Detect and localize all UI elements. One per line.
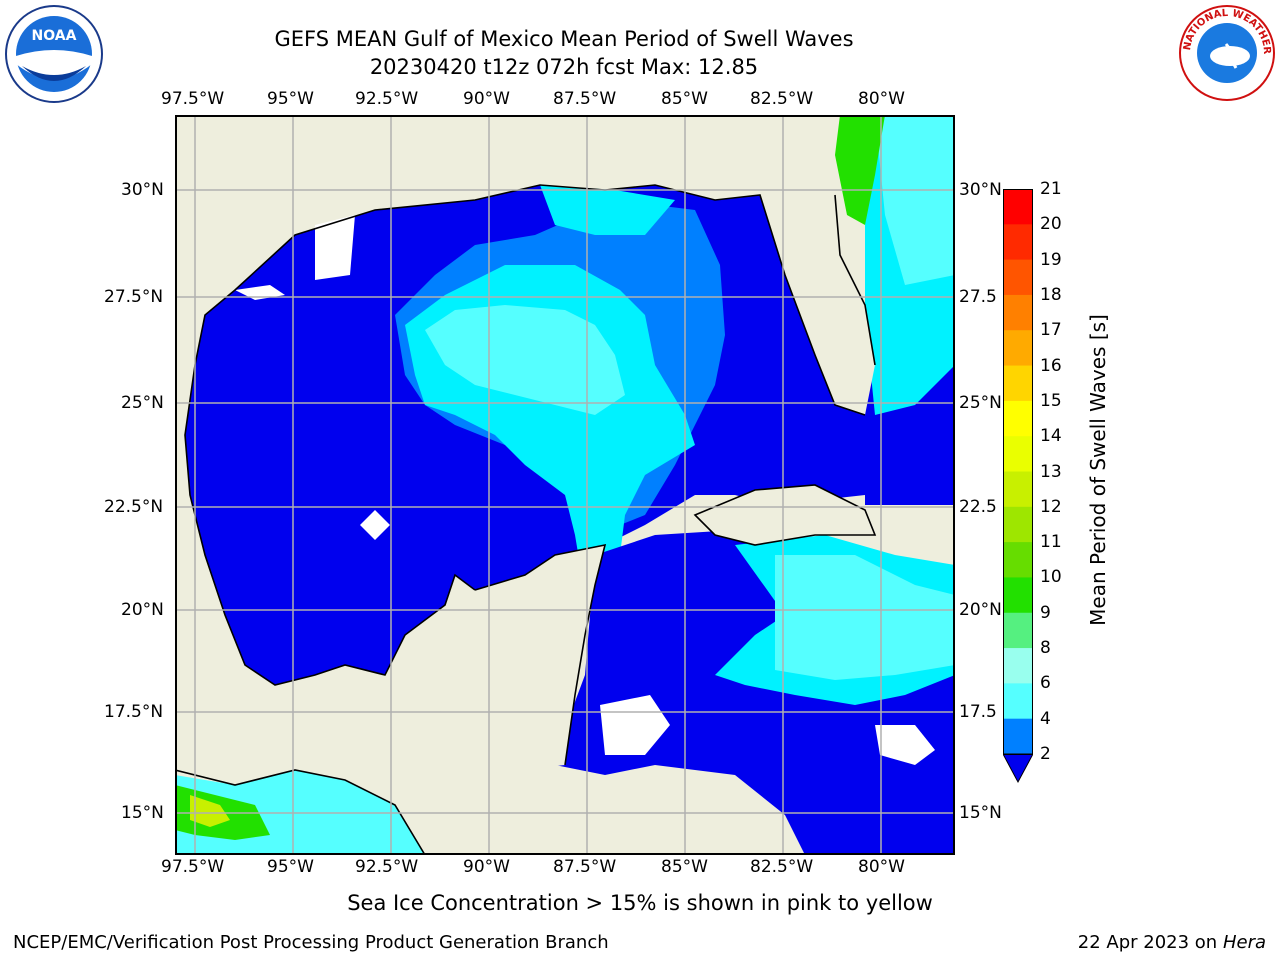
- atlantic-swell-10-11: [835, 115, 885, 225]
- colorbar: [1002, 189, 1034, 784]
- colorbar-ticks: 21 20 19 18 17 16 15 14 13 12 11 10 9 8 6 4 2: [1040, 179, 1100, 779]
- colorbar-tick-label: 8: [1040, 638, 1051, 659]
- lat-label-right: 30°N: [959, 180, 1002, 200]
- yucatan-land: [435, 545, 605, 775]
- florida-land: [760, 195, 875, 415]
- missing-data-3: [360, 510, 390, 540]
- lat-label-left: 25°N: [121, 393, 164, 413]
- footer-date: 22 Apr 2023 on: [1077, 932, 1218, 953]
- lon-label-top: 82.5°W: [750, 89, 814, 109]
- lat-label-left: 27.5°N: [104, 287, 164, 307]
- lon-label-top: 80°W: [858, 89, 905, 109]
- chart-title: GEFS MEAN Gulf of Mexico Mean Period of …: [274, 27, 854, 51]
- colorbar-tick-label: 17: [1040, 320, 1062, 341]
- colorbar-tick-label: 13: [1040, 461, 1062, 482]
- map-frame: [175, 115, 955, 855]
- noaa-logo: NOAA: [4, 4, 104, 104]
- lon-label-bottom: 82.5°W: [750, 857, 814, 877]
- colorbar-swatch: [1003, 471, 1033, 508]
- colorbar-swatch: [1003, 542, 1033, 578]
- colorbar-tick-label: 10: [1040, 567, 1062, 588]
- footer-system: Hera: [1222, 932, 1266, 953]
- lat-label-left: 22.5°N: [104, 497, 164, 517]
- lon-label-bottom: 92.5°W: [355, 857, 419, 877]
- colorbar-tick-label: 12: [1040, 496, 1062, 517]
- colorbar-swatch: [1003, 400, 1033, 437]
- lat-label-left: 20°N: [121, 600, 164, 620]
- ice-note: Sea Ice Concentration > 15% is shown in …: [347, 891, 933, 915]
- lon-label-bottom: 87.5°W: [553, 857, 617, 877]
- footer-timestamp: 22 Apr 2023 on Hera: [1078, 932, 1266, 953]
- colorbar-tick-label: 6: [1040, 673, 1051, 694]
- missing-data-4: [600, 695, 670, 755]
- colorbar-swatch: [1003, 330, 1033, 367]
- lon-label-bottom: 95°W: [267, 857, 314, 877]
- colorbar-tick-label: 21: [1040, 179, 1062, 199]
- lat-label-right: 22.5: [959, 497, 997, 517]
- gridlines: [175, 115, 955, 855]
- colorbar-swatch: [1003, 718, 1033, 755]
- lat-label-left: 30°N: [121, 180, 164, 200]
- lon-label-top: 90°W: [463, 89, 510, 109]
- lat-label-right: 27.5: [959, 287, 997, 307]
- missing-data-5: [875, 725, 935, 765]
- colorbar-tick-label: 4: [1040, 708, 1051, 729]
- lat-label-left: 17.5°N: [104, 702, 164, 722]
- colorbar-tick-label: 11: [1040, 532, 1062, 553]
- colorbar-swatch: [1003, 365, 1033, 402]
- lon-label-top: 87.5°W: [553, 89, 617, 109]
- lat-label-right: 20°N: [959, 600, 1002, 620]
- colorbar-swatch: [1003, 683, 1033, 720]
- colorbar-swatch: [1003, 294, 1033, 331]
- missing-data-1: [315, 215, 355, 280]
- swell-period-map: [174, 115, 955, 856]
- colorbar-swatch: [1003, 189, 1033, 225]
- colorbar-tick-label: 19: [1040, 249, 1062, 270]
- colorbar-tick-label: 2: [1040, 744, 1051, 764]
- lon-label-bottom: 97.5°W: [161, 857, 225, 877]
- colorbar-tick-label: 14: [1040, 426, 1062, 447]
- noaa-logo-text: NOAA: [32, 28, 77, 44]
- colorbar-swatch: [1003, 612, 1033, 649]
- lon-label-top: 85°W: [661, 89, 708, 109]
- footer-credit: NCEP/EMC/Verification Post Processing Pr…: [13, 932, 609, 953]
- colorbar-swatches: [1002, 189, 1034, 784]
- chart-subtitle: 20230420 t12z 072h fcst Max: 12.85: [369, 55, 759, 79]
- cuba-land: [695, 485, 875, 545]
- caribbean-swell-8-9: [775, 555, 955, 680]
- nws-logo: NATIONAL WEATHER SERVICE: [1174, 0, 1276, 102]
- colorbar-tick-label: 18: [1040, 284, 1062, 305]
- colorbar-tick-label: 20: [1040, 214, 1062, 235]
- colorbar-swatch: [1003, 224, 1033, 261]
- lon-label-bottom: 80°W: [858, 857, 905, 877]
- atlantic-swell-8-9: [875, 115, 955, 285]
- colorbar-swatch: [1003, 436, 1033, 472]
- pacific-swell-12-13: [190, 795, 230, 827]
- map-panel: [174, 115, 955, 856]
- colorbar-outline: [1003, 189, 1033, 755]
- colorbar-tick-label: 16: [1040, 355, 1062, 376]
- lat-label-right: 25°N: [959, 393, 1002, 413]
- colorbar-extend-triangle: [1002, 753, 1034, 784]
- lat-label-right: 15°N: [959, 803, 1002, 823]
- colorbar-swatch: [1003, 577, 1033, 614]
- lat-label-left: 15°N: [121, 803, 164, 823]
- colorbar-tick-label: 15: [1040, 390, 1062, 411]
- lon-label-top: 97.5°W: [161, 89, 225, 109]
- gulf-swell-8-9: [425, 305, 625, 415]
- lat-label-right: 17.5: [959, 702, 997, 722]
- colorbar-label: Mean Period of Swell Waves [s]: [1086, 314, 1110, 626]
- coastline: [174, 184, 877, 856]
- colorbar-swatch: [1003, 506, 1033, 543]
- lon-label-top: 92.5°W: [355, 89, 419, 109]
- colorbar-tick-label: 9: [1040, 602, 1051, 623]
- lon-label-bottom: 85°W: [661, 857, 708, 877]
- lon-label-bottom: 90°W: [463, 857, 510, 877]
- gulf-north-cyan: [540, 185, 675, 235]
- colorbar-swatch: [1003, 259, 1033, 296]
- lon-label-top: 95°W: [267, 89, 314, 109]
- colorbar-swatch: [1003, 648, 1033, 684]
